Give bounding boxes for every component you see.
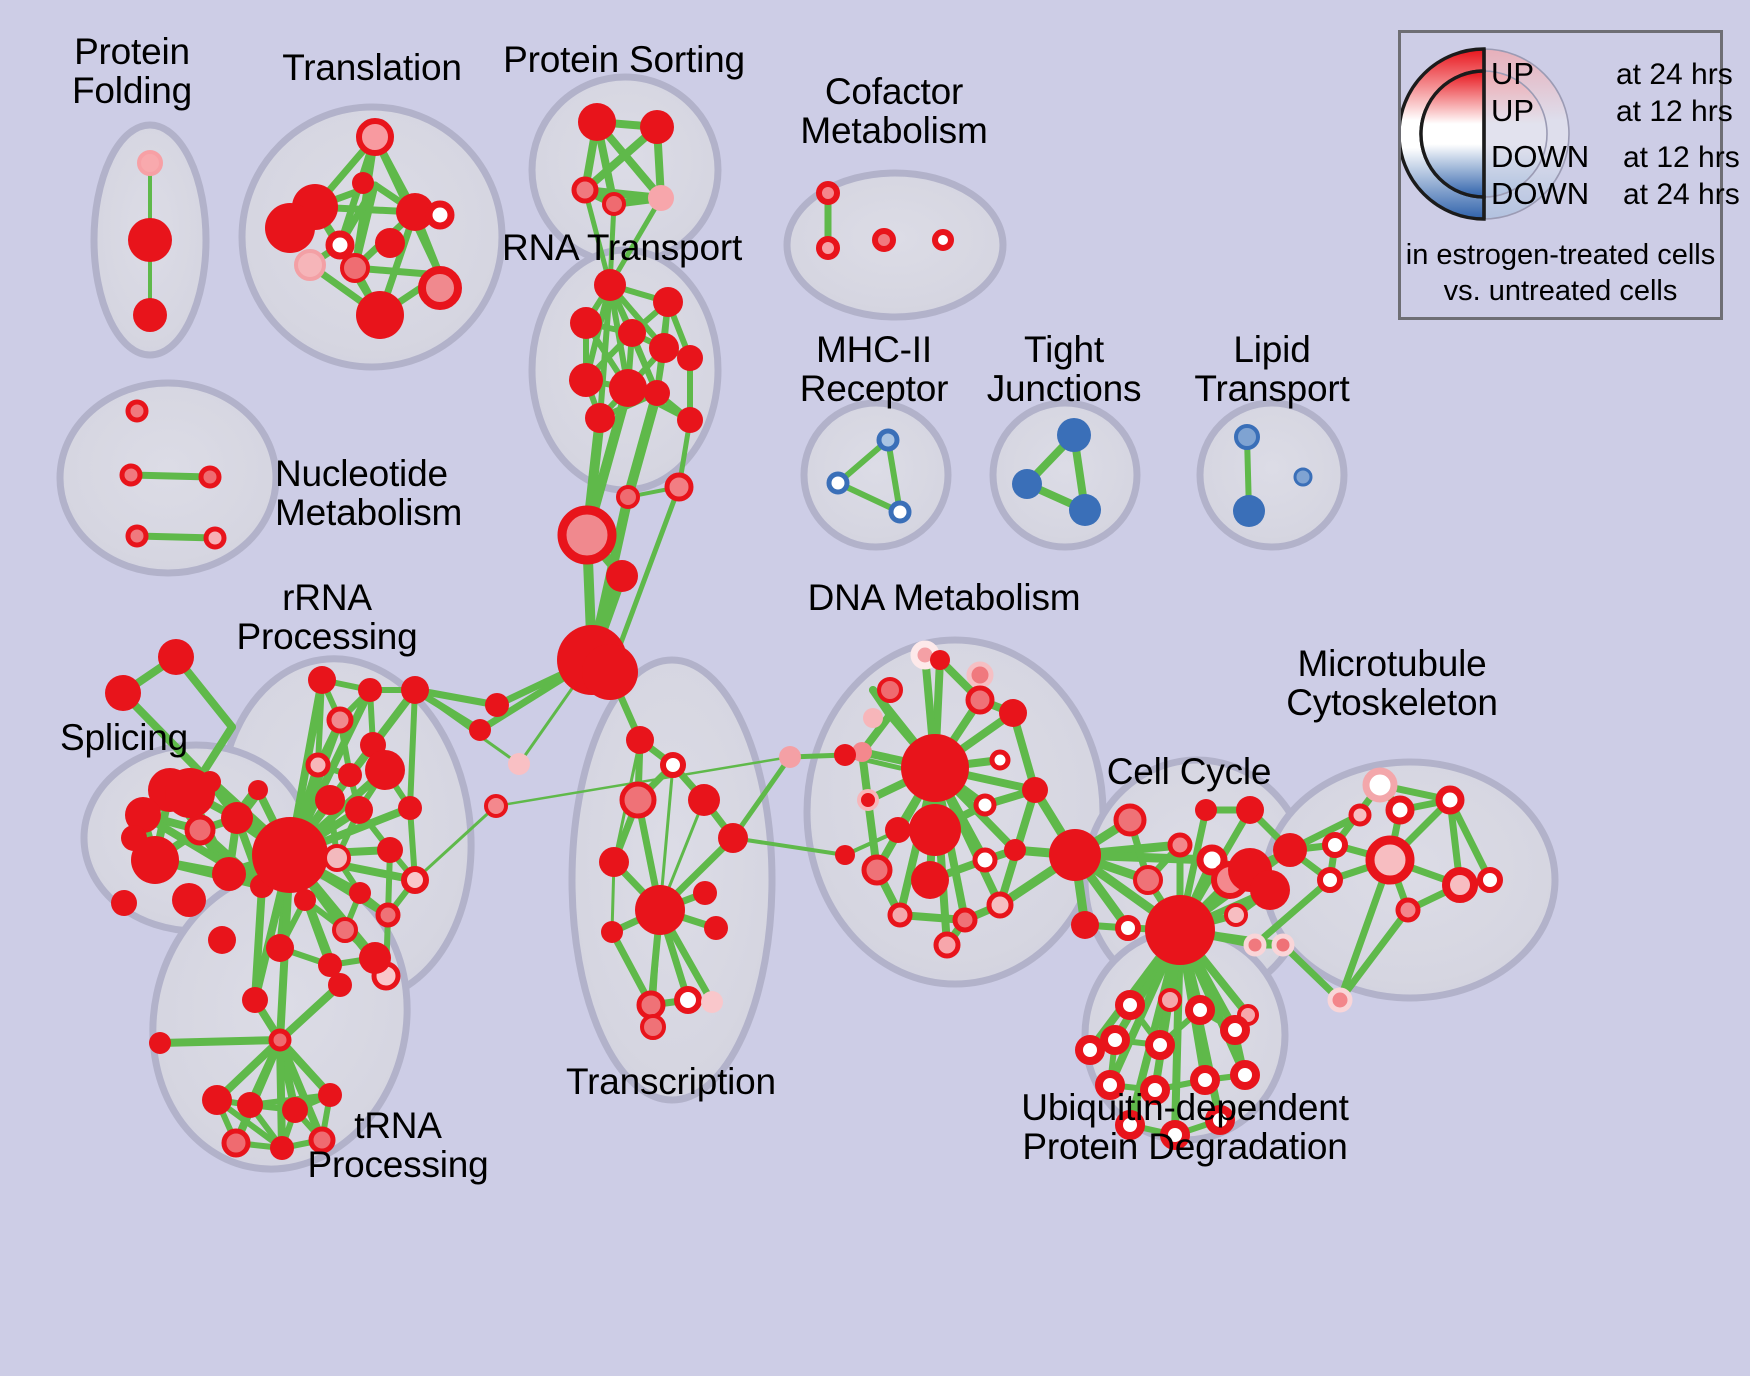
cluster-label-splicing: Splicing (60, 717, 188, 758)
legend-time-1: at 12 hrs (1616, 95, 1733, 128)
cluster-label-dna-metabolism: DNA Metabolism (807, 577, 1081, 618)
cluster-label-translation: Translation (282, 47, 462, 88)
cluster-label-rrna-processing: rRNA Processing (236, 577, 418, 658)
cluster-label-microtubule-cytoskeleton: Microtubule Cytoskeleton (1286, 643, 1498, 724)
cluster-label-rna-transport: RNA Transport (501, 227, 743, 268)
cluster-label-mhc-ii-receptor: MHC-II Receptor (799, 329, 949, 410)
legend-time-0: at 24 hrs (1616, 58, 1733, 91)
blob-lipid-transport (1196, 399, 1348, 551)
blob-cofactor (783, 169, 1007, 321)
legend-node-glyph (1401, 47, 1570, 221)
cluster-label-protein-sorting: Protein Sorting (503, 39, 745, 80)
blob-microtubule (1261, 758, 1559, 1002)
legend-time-2: at 12 hrs (1623, 141, 1740, 174)
legend-time-3: at 24 hrs (1623, 178, 1740, 211)
cluster-label-nucleotide-metabolism: Nucleotide Metabolism (275, 453, 463, 534)
cluster-label-trna-processing: tRNA Processing (307, 1105, 489, 1186)
legend-state-0: UP (1491, 56, 1535, 91)
legend-state-1: UP (1491, 93, 1535, 128)
cluster-label-ubiquitin-degradation: Ubiquitin-dependent Protein Degradation (1021, 1087, 1349, 1168)
cluster-label-protein-folding: Protein Folding (72, 31, 192, 112)
cluster-label-lipid-transport: Lipid Transport (1194, 329, 1350, 410)
cluster-label-cell-cycle: Cell Cycle (1106, 751, 1272, 792)
legend-state-3: DOWN (1491, 176, 1590, 211)
blob-tight-junctions (989, 399, 1141, 551)
cluster-label-tight-junctions: Tight Junctions (986, 329, 1142, 410)
legend-caption-line1: in estrogen-treated cells (1405, 239, 1716, 271)
legend-state-2: DOWN (1491, 139, 1590, 174)
network-nodes (105, 103, 1503, 1160)
blob-mhcii (800, 399, 952, 551)
legend-caption-line2: vs. untreated cells (1443, 275, 1678, 307)
legend-panel: UP at 24 hrs UP at 12 hrs DOWN at 12 hrs… (1398, 30, 1740, 320)
cluster-label-cofactor-metabolism: Cofactor Metabolism (800, 71, 988, 152)
cluster-label-transcription: Transcription (566, 1061, 776, 1102)
